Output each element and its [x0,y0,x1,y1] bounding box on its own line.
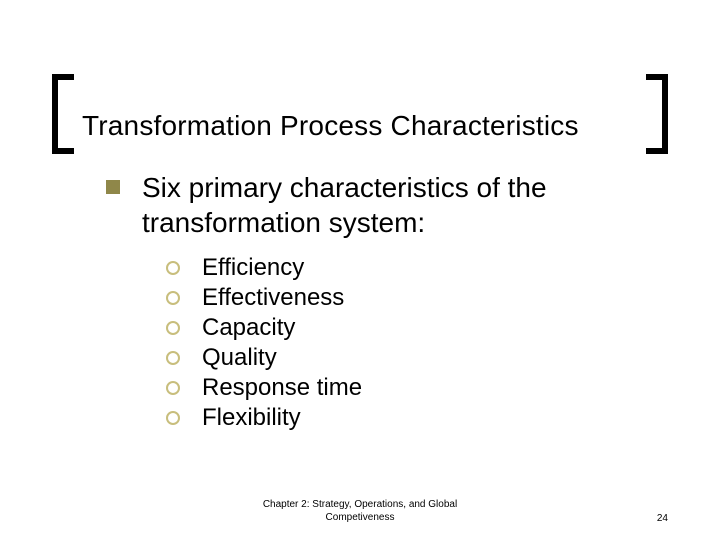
circle-bullet-icon [166,381,180,395]
list-item: Response time [166,374,660,402]
content-area: Six primary characteristics of the trans… [106,170,660,434]
slide-title: Transformation Process Characteristics [82,110,579,142]
chapter-label: Chapter 2: Strategy, Operations, and Glo… [0,499,720,524]
lvl2-text: Efficiency [202,254,304,282]
slide: Transformation Process Characteristics S… [0,0,720,540]
lvl2-text: Capacity [202,314,295,342]
list-item: Effectiveness [166,284,660,312]
list-item: Efficiency [166,254,660,282]
circle-bullet-icon [166,351,180,365]
title-bracket-right [646,74,668,154]
page-number: 24 [657,513,668,524]
footer: Chapter 2: Strategy, Operations, and Glo… [0,499,720,524]
lvl2-text: Quality [202,344,277,372]
list-item: Flexibility [166,404,660,432]
lvl1-text: Six primary characteristics of the trans… [142,170,660,240]
sublist: Efficiency Effectiveness Capacity Qualit… [166,254,660,432]
lvl2-text: Flexibility [202,404,301,432]
title-bracket-left [52,74,74,154]
list-item: Quality [166,344,660,372]
list-item: Capacity [166,314,660,342]
square-bullet-icon [106,180,120,194]
bullet-level1: Six primary characteristics of the trans… [106,170,660,240]
circle-bullet-icon [166,411,180,425]
lvl2-text: Response time [202,374,362,402]
chapter-line2: Competiveness [326,512,395,523]
chapter-line1: Chapter 2: Strategy, Operations, and Glo… [263,499,457,510]
circle-bullet-icon [166,291,180,305]
lvl2-text: Effectiveness [202,284,344,312]
circle-bullet-icon [166,261,180,275]
circle-bullet-icon [166,321,180,335]
